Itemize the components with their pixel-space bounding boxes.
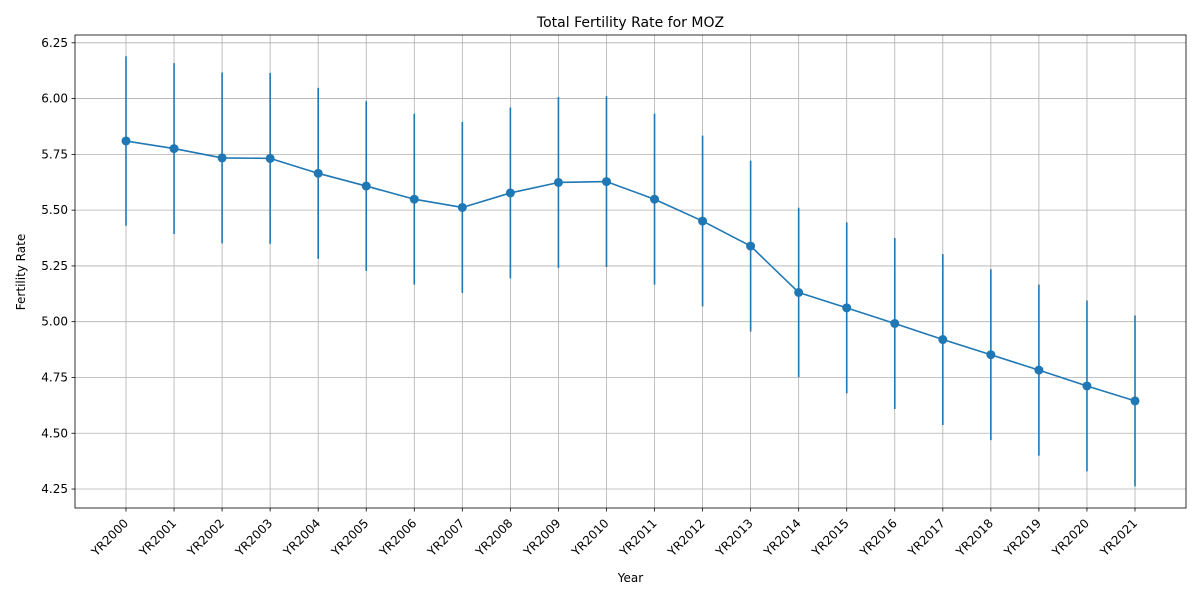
data-point xyxy=(457,202,467,212)
data-point xyxy=(121,136,131,146)
y-tick-label: 5.75 xyxy=(41,147,68,161)
data-point xyxy=(842,303,852,313)
data-point xyxy=(217,153,227,163)
y-tick-label: 6.25 xyxy=(41,36,68,50)
line-layer xyxy=(125,140,1136,402)
y-tick-label: 6.00 xyxy=(41,92,68,106)
y-tick-label: 4.75 xyxy=(41,370,68,384)
data-point xyxy=(505,188,515,198)
y-tick-label: 4.25 xyxy=(41,482,68,496)
data-point xyxy=(169,144,179,154)
data-point xyxy=(698,216,708,226)
data-point xyxy=(313,168,323,178)
y-axis-title: Fertility Rate xyxy=(14,234,28,310)
data-point xyxy=(553,177,563,187)
data-point xyxy=(601,177,611,187)
chart-title: Total Fertility Rate for MOZ xyxy=(536,15,724,31)
data-point xyxy=(746,241,756,251)
data-point xyxy=(1130,396,1140,406)
data-point xyxy=(890,318,900,328)
data-point xyxy=(1034,365,1044,375)
data-point xyxy=(409,194,419,204)
marker-layer xyxy=(121,136,1140,406)
y-tick-label: 5.50 xyxy=(41,203,68,217)
data-point xyxy=(1082,381,1092,391)
data-point xyxy=(650,194,660,204)
x-axis-title: Year xyxy=(617,571,643,585)
data-point xyxy=(265,153,275,163)
plot-frame xyxy=(74,34,1187,509)
data-point xyxy=(986,350,996,360)
data-point xyxy=(794,287,804,297)
y-tick-label: 5.25 xyxy=(41,259,68,273)
data-point xyxy=(938,335,948,345)
y-tick-label: 5.00 xyxy=(41,315,68,329)
y-tick-label: 4.50 xyxy=(41,426,68,440)
series-line xyxy=(125,140,1136,402)
data-point xyxy=(361,181,371,191)
